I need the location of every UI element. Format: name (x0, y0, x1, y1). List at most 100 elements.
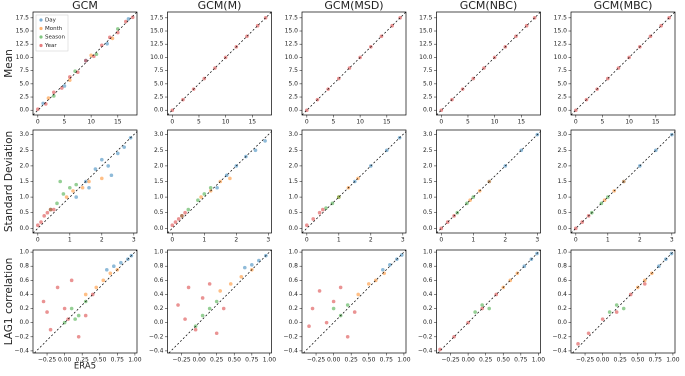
x-tick-label: 10 (625, 119, 633, 126)
y-tick-label: 0.4 (288, 291, 298, 298)
point (71, 189, 75, 193)
x-tick-label: 1 (471, 237, 475, 244)
x-tick-label: 3 (670, 237, 674, 244)
y-tick-label: −0.2 (418, 333, 433, 340)
y-tick-label: 5.0 (288, 80, 298, 87)
y-tick-label: 0.0 (19, 107, 29, 114)
legend-label: Year (44, 43, 57, 49)
point (60, 86, 64, 90)
point (253, 148, 258, 153)
x-tick-label: 15 (652, 119, 660, 126)
y-tick-label: 2.5 (423, 147, 433, 154)
x-tick-label: 0.25 (345, 357, 359, 364)
point (100, 176, 104, 181)
y-tick-label: −0.2 (283, 333, 298, 340)
point (173, 220, 178, 224)
y-tick-label: 0.5 (154, 209, 164, 216)
point (305, 223, 309, 227)
x-tick-label: 0.00 (461, 357, 475, 364)
y-tick-label: 0.5 (19, 209, 29, 216)
point (352, 310, 357, 314)
axes-frame (167, 249, 272, 354)
point (126, 17, 131, 21)
x-tick-label: 3 (132, 237, 136, 244)
x-tick-label: 2 (503, 237, 507, 244)
point (119, 260, 123, 265)
y-axis-label: Mean (3, 49, 15, 78)
x-tick-label: 0.25 (614, 357, 628, 364)
y-tick-label: −0.2 (14, 333, 29, 340)
point (124, 19, 128, 24)
point (381, 267, 385, 272)
y-tick-label: 0.0 (423, 225, 433, 232)
axes-frame (167, 11, 272, 116)
point (193, 327, 198, 332)
y-tick-label: 3.0 (154, 131, 164, 138)
point (73, 317, 77, 321)
y-tick-label: 2.5 (19, 94, 29, 101)
point (64, 195, 69, 199)
point (345, 334, 350, 339)
y-tick-label: 10.0 (554, 54, 568, 61)
point (310, 306, 315, 311)
y-tick-label: 0.8 (288, 263, 298, 270)
point (101, 278, 106, 283)
point (94, 285, 99, 290)
x-tick-label: −0.25 (172, 357, 191, 364)
x-tick-label: 2 (638, 237, 642, 244)
y-tick-label: 1.5 (288, 178, 298, 185)
x-tick-label: 2 (100, 237, 104, 244)
x-tick-label: 10 (87, 119, 95, 126)
point (642, 282, 647, 286)
y-tick-label: 10.0 (419, 54, 433, 61)
y-tick-label: 2.5 (557, 147, 567, 154)
y-tick-label: 0.4 (557, 291, 567, 298)
point (87, 185, 91, 190)
point (48, 207, 53, 212)
y-tick-label: 2.5 (154, 147, 164, 154)
x-tick-label: 0.50 (93, 357, 107, 364)
y-tick-label: 5.0 (423, 80, 433, 87)
point (399, 253, 404, 257)
y-tick-label: 2.5 (19, 147, 29, 154)
point (614, 310, 619, 314)
x-tick-label: 2 (369, 237, 373, 244)
point (576, 342, 580, 346)
point (356, 292, 361, 297)
x-tick-label: 3 (535, 237, 539, 244)
x-tick-label: −0.25 (307, 357, 326, 364)
y-tick-label: −0.4 (552, 347, 567, 354)
y-tick-label: 2.5 (288, 94, 298, 101)
point (52, 90, 56, 95)
y-tick-label: 1.0 (154, 249, 164, 256)
y-tick-label: 0.2 (423, 305, 433, 312)
y-tick-label: 1.0 (557, 249, 567, 256)
x-tick-label: 1 (337, 237, 341, 244)
y-tick-label: 0.8 (154, 263, 164, 270)
y-tick-label: 10.0 (16, 54, 30, 61)
y-tick-label: 1.0 (154, 194, 164, 201)
y-tick-label: 0.2 (19, 305, 29, 312)
x-tick-label: 0.75 (380, 357, 394, 364)
x-tick-label: 0.25 (210, 357, 224, 364)
y-tick-label: 0.0 (154, 107, 164, 114)
x-tick-label: 0.75 (514, 357, 528, 364)
y-tick-label: 12.5 (554, 41, 568, 48)
identity-line (301, 131, 407, 234)
x-tick-label: 0.00 (192, 357, 206, 364)
y-tick-label: 10.0 (285, 54, 299, 61)
x-tick-label: 2 (234, 237, 238, 244)
identity-line (436, 131, 541, 234)
point (39, 220, 43, 224)
y-tick-label: 3.0 (288, 131, 298, 138)
y-tick-label: 17.5 (16, 14, 30, 21)
identity-line (303, 249, 407, 354)
y-tick-label: 0.0 (557, 107, 567, 114)
y-tick-label: 7.5 (557, 67, 567, 74)
point (112, 264, 116, 269)
point (55, 201, 59, 206)
y-tick-label: 2.0 (154, 162, 164, 169)
x-tick-label: 0.50 (362, 357, 376, 364)
point (366, 282, 371, 286)
y-tick-label: −0.2 (149, 333, 164, 340)
